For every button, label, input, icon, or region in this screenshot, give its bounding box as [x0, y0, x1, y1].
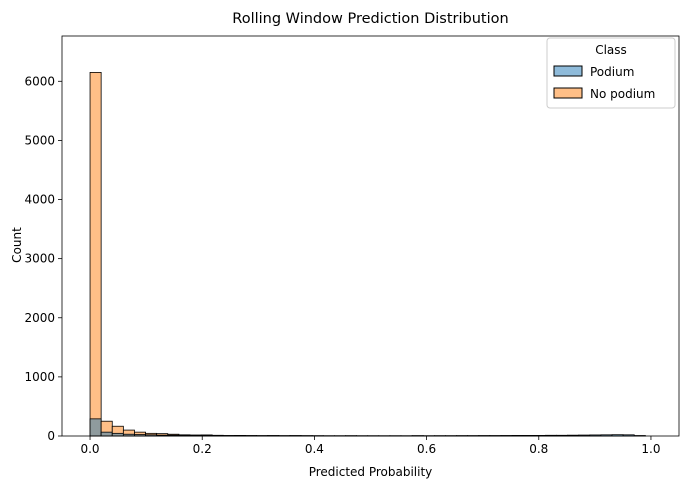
bar-no-podium — [89, 72, 102, 437]
legend-title: Class — [595, 43, 627, 57]
x-tick-label: 0.0 — [80, 442, 99, 456]
x-axis-label: Predicted Probability — [309, 465, 433, 479]
legend-swatch-no-podium — [553, 87, 583, 99]
y-tick-label: 4000 — [24, 193, 55, 207]
y-tick-label: 2000 — [24, 311, 55, 325]
legend: Class Podium No podium — [546, 37, 676, 109]
y-tick-label: 3000 — [24, 252, 55, 266]
y-tick-label: 6000 — [24, 74, 55, 88]
chart-title: Rolling Window Prediction Distribution — [232, 11, 508, 27]
axes-frame — [61, 35, 680, 437]
x-tick-label: 0.6 — [417, 442, 436, 456]
y-tick-label: 0 — [47, 429, 55, 443]
x-tick-label: 1.0 — [641, 442, 660, 456]
legend-swatch-podium — [553, 65, 583, 77]
x-tick-label: 0.2 — [193, 442, 212, 456]
y-tick-label: 1000 — [24, 370, 55, 384]
y-axis-label: Count — [10, 227, 24, 263]
legend-label-podium: Podium — [590, 65, 634, 79]
y-tick-label: 5000 — [24, 133, 55, 147]
legend-label-no-podium: No podium — [590, 87, 655, 101]
x-tick-label: 0.4 — [305, 442, 324, 456]
bar-podium — [100, 431, 113, 437]
x-axis-ticks: 0.0 0.2 0.4 0.6 0.8 1.0 — [80, 436, 661, 456]
y-axis-ticks: 0 1000 2000 3000 4000 5000 6000 — [24, 74, 62, 443]
bar-podium — [89, 418, 102, 437]
x-tick-label: 0.8 — [529, 442, 548, 456]
